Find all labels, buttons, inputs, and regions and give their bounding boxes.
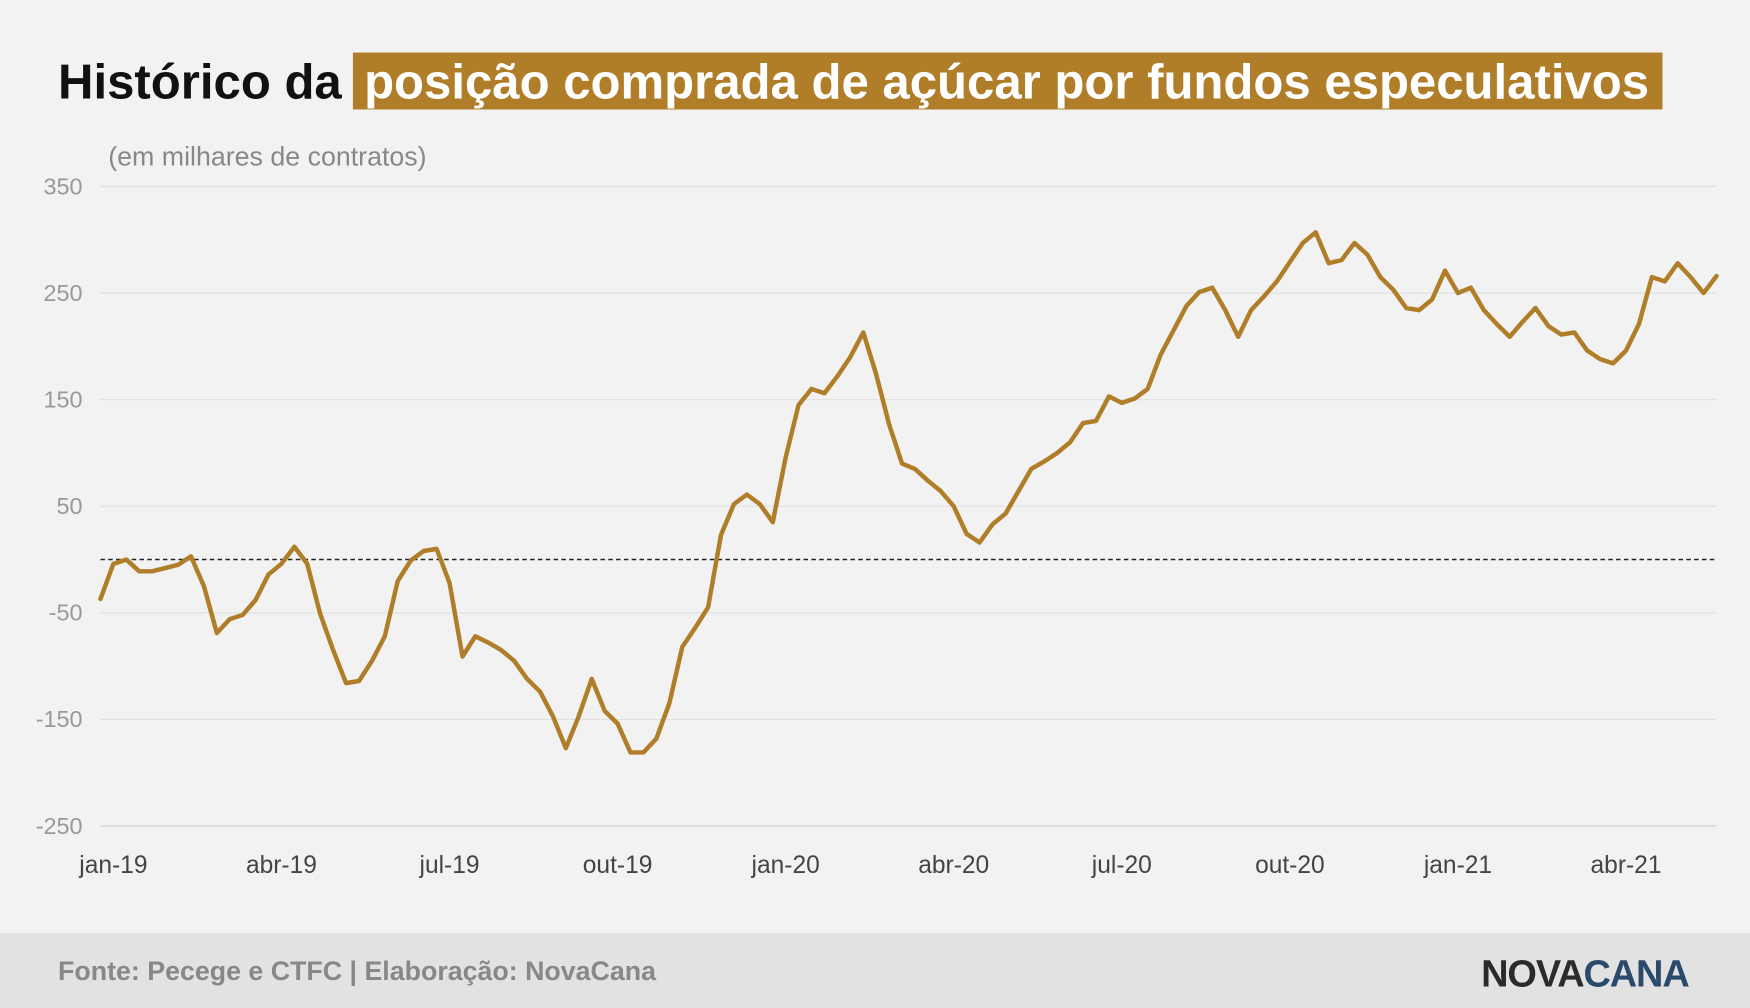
y-tick-label: -250 <box>36 813 83 839</box>
x-tick-label: abr-20 <box>918 852 989 879</box>
chart-title: Histórico da <box>58 55 342 109</box>
y-tick-label: -150 <box>36 706 83 732</box>
y-tick-label: 350 <box>43 173 82 199</box>
y-tick-label: 50 <box>57 493 83 519</box>
footer <box>0 933 1750 1008</box>
data-line <box>98 230 1719 755</box>
chart-subtitle: (em milhares de contratos) <box>108 141 426 171</box>
x-tick-label: abr-19 <box>246 852 317 879</box>
logo: NOVACANA <box>1481 954 1689 996</box>
y-tick-label: -50 <box>49 600 83 626</box>
source: Fonte: Pecege e CTFC | Elaboração: NovaC… <box>58 956 657 986</box>
logo-part: NOVA <box>1481 954 1584 996</box>
x-tick-label: jul-20 <box>1091 852 1152 879</box>
logo-part: CANA <box>1583 954 1689 996</box>
y-tick-label: 150 <box>43 386 82 412</box>
x-tick-label: out-20 <box>1255 852 1325 879</box>
y-tick-label: 250 <box>43 280 82 306</box>
x-tick-label: jan-20 <box>751 852 820 879</box>
title-highlight-box <box>352 52 1663 110</box>
plot: 350 250 150 50 -50 -150 -250 jan-19 abr-19 jul-19… <box>36 173 1719 879</box>
x-tick-label: out-19 <box>583 852 653 879</box>
x-tick-label: jan-19 <box>78 852 147 879</box>
chart-title-highlight: posição comprada de açúcar por fundos es… <box>364 55 1649 109</box>
x-tick-label: jan-21 <box>1423 852 1492 879</box>
x-tick-label: jul-19 <box>418 852 479 879</box>
x-tick-label: abr-21 <box>1591 852 1662 879</box>
